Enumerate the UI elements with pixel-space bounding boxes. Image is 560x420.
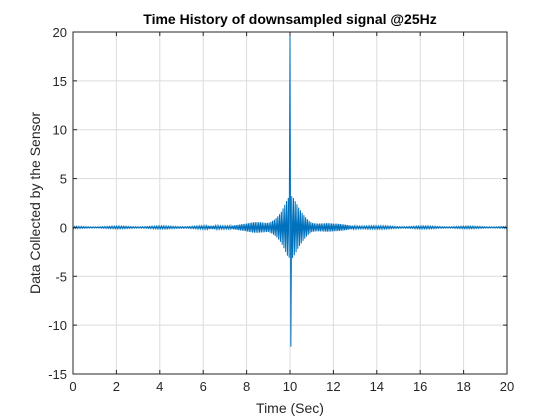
x-axis-ticks: 0 2 4 6 8 10 12 14 16 18 20 (69, 32, 514, 394)
x-tick-label: 12 (326, 379, 340, 394)
y-axis-ticks: -15 -10 -5 0 5 10 15 20 (48, 25, 507, 382)
x-tick-label: 10 (283, 379, 297, 394)
x-axis-title: Time (Sec) (256, 400, 324, 416)
x-tick-label: 0 (69, 379, 76, 394)
y-tick-label: 15 (53, 74, 67, 89)
chart-title: Time History of downsampled signal @25Hz (143, 11, 436, 27)
y-tick-label: -15 (48, 367, 67, 382)
x-tick-label: 6 (200, 379, 207, 394)
x-tick-label: 16 (413, 379, 427, 394)
y-tick-label: 5 (60, 172, 67, 187)
x-tick-label: 20 (500, 379, 514, 394)
y-tick-label: -10 (48, 318, 67, 333)
x-tick-label: 4 (156, 379, 163, 394)
y-tick-label: 20 (53, 25, 67, 40)
x-tick-label: 8 (243, 379, 250, 394)
x-tick-label: 2 (113, 379, 120, 394)
x-tick-label: 18 (456, 379, 470, 394)
x-tick-label: 14 (370, 379, 384, 394)
y-tick-label: 0 (60, 220, 67, 235)
y-axis-title: Data Collected by the Sensor (27, 112, 43, 294)
y-tick-label: -5 (55, 269, 67, 284)
y-tick-label: 10 (53, 123, 67, 138)
